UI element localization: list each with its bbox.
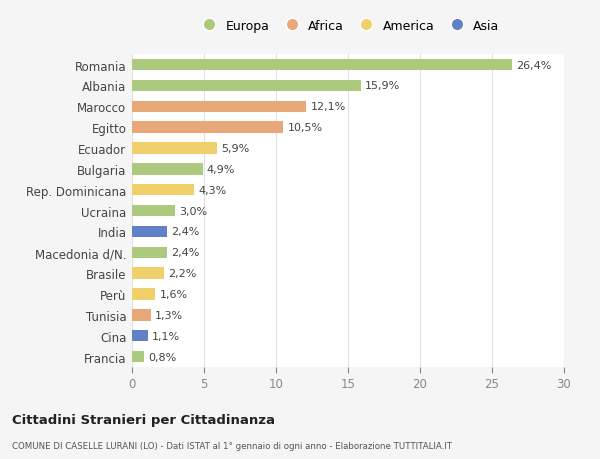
Text: 4,3%: 4,3% — [198, 185, 226, 196]
Text: 4,9%: 4,9% — [207, 164, 235, 174]
Bar — [132, 185, 194, 196]
Text: 15,9%: 15,9% — [365, 81, 401, 91]
Bar — [132, 289, 155, 300]
Bar — [132, 164, 203, 175]
Bar — [132, 122, 283, 134]
Text: 1,1%: 1,1% — [152, 331, 180, 341]
Text: 10,5%: 10,5% — [287, 123, 323, 133]
Bar — [132, 101, 306, 113]
Text: 2,2%: 2,2% — [168, 269, 196, 279]
Text: 3,0%: 3,0% — [179, 206, 208, 216]
Text: 2,4%: 2,4% — [171, 227, 199, 237]
Bar — [132, 143, 217, 154]
Text: 5,9%: 5,9% — [221, 144, 250, 154]
Bar — [132, 60, 512, 71]
Text: 12,1%: 12,1% — [311, 102, 346, 112]
Text: 0,8%: 0,8% — [148, 352, 176, 362]
Text: Cittadini Stranieri per Cittadinanza: Cittadini Stranieri per Cittadinanza — [12, 413, 275, 426]
Text: 1,3%: 1,3% — [155, 310, 183, 320]
Text: 2,4%: 2,4% — [171, 248, 199, 258]
Legend: Europa, Africa, America, Asia: Europa, Africa, America, Asia — [191, 15, 505, 38]
Bar — [132, 268, 164, 279]
Text: 26,4%: 26,4% — [517, 61, 552, 71]
Bar — [132, 330, 148, 341]
Bar — [132, 81, 361, 92]
Bar — [132, 309, 151, 321]
Bar — [132, 351, 143, 363]
Bar — [132, 206, 175, 217]
Bar — [132, 226, 167, 238]
Text: COMUNE DI CASELLE LURANI (LO) - Dati ISTAT al 1° gennaio di ogni anno - Elaboraz: COMUNE DI CASELLE LURANI (LO) - Dati IST… — [12, 441, 452, 450]
Text: 1,6%: 1,6% — [160, 289, 187, 299]
Bar — [132, 247, 167, 258]
